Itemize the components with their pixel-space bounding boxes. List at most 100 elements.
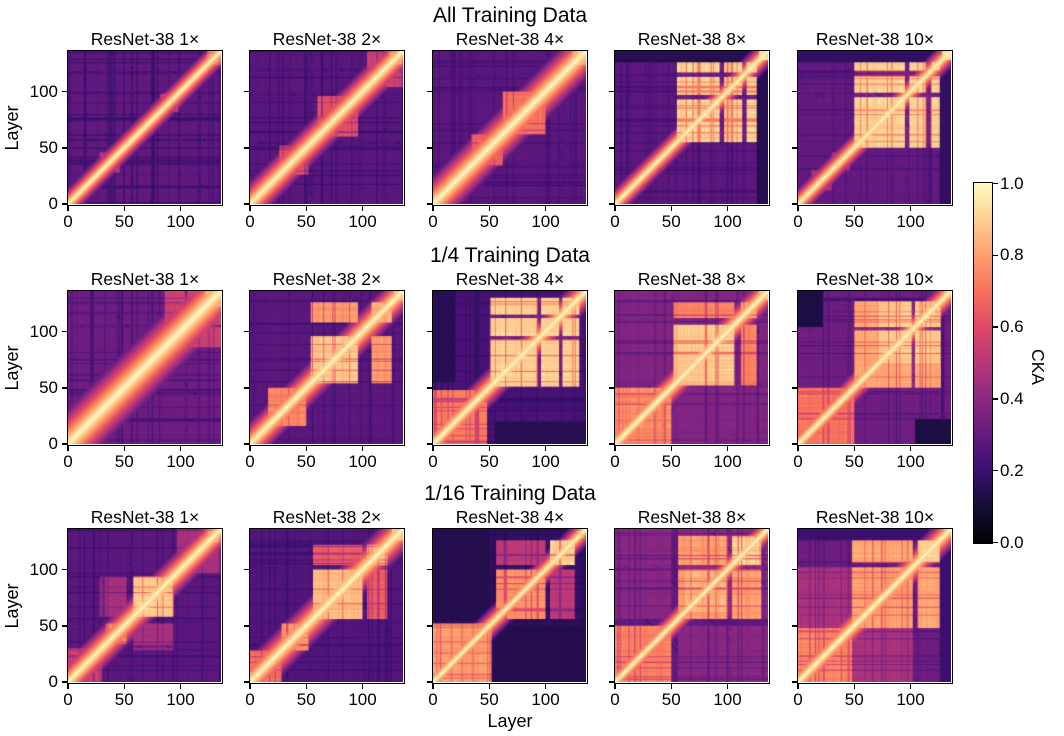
heatmap-canvas-r0c2 [433, 51, 586, 204]
panel-title-r2c1: ResNet-38 2× [272, 507, 382, 527]
x-tick-label: 50 [661, 452, 681, 471]
colorbar-tick-label: 1.0 [1000, 173, 1024, 193]
y-tick [243, 90, 249, 93]
y-tick [791, 568, 797, 571]
row-title-2: 1/16 Training Data [424, 482, 596, 505]
x-tick-label: 100 [348, 690, 377, 709]
x-tick-label: 0 [63, 212, 73, 231]
heatmap-canvas-r1c3 [615, 291, 768, 444]
y-tick [61, 387, 67, 389]
x-tick-label: 50 [296, 452, 316, 471]
panel-r2c4: 0 50 100 [791, 528, 953, 709]
panel-r2c2: 0 50 100 [426, 528, 588, 709]
heatmap-canvas-r2c3 [615, 529, 768, 682]
panel-title-r2c4: ResNet-38 10× [815, 507, 935, 527]
x-tick [432, 683, 434, 689]
x-tick-label: 0 [428, 212, 438, 231]
x-tick [797, 683, 799, 689]
y-tick [608, 568, 614, 571]
colorbar-tick [993, 182, 998, 185]
colorbar-tick-label: 0.8 [1000, 245, 1024, 265]
x-tick-label: 0 [245, 212, 255, 231]
x-tick [726, 445, 729, 451]
x-tick-label: 50 [114, 452, 134, 471]
x-tick-label: 100 [531, 690, 560, 709]
panel-r1c3: 0 50 100 [608, 290, 770, 471]
x-tick [797, 205, 799, 211]
x-tick [909, 683, 912, 689]
x-tick-label: 50 [844, 212, 864, 231]
y-tick [426, 568, 432, 571]
colorbar-tick-label: 0.6 [1000, 317, 1024, 337]
x-tick [544, 445, 547, 451]
x-tick-label: 50 [661, 212, 681, 231]
y-tick [791, 681, 797, 683]
y-tick [61, 568, 67, 571]
panel-title-r0c2: ResNet-38 4× [455, 29, 565, 49]
panel-r0c0: 0 50 100 0 50 100 [30, 50, 223, 231]
x-tick [853, 205, 855, 211]
panel-r2c0: 0 50 100 0 50 100 [30, 528, 223, 709]
x-tick-label: 100 [166, 690, 195, 709]
y-tick-label: 100 [29, 81, 58, 101]
x-tick [909, 205, 912, 211]
y-tick-label: 0 [48, 672, 58, 691]
x-tick [123, 445, 125, 451]
x-tick [67, 205, 69, 211]
panel-r2c3: 0 50 100 [608, 528, 770, 709]
colorbar-title: CKA [1028, 349, 1048, 385]
x-tick-label: 100 [531, 452, 560, 471]
y-tick [243, 203, 249, 205]
y-tick [243, 330, 249, 333]
x-tick [361, 683, 364, 689]
x-tick-label: 0 [610, 212, 620, 231]
x-tick-label: 50 [114, 212, 134, 231]
heatmap-canvas-r2c2 [433, 529, 586, 682]
x-axis-title: Layer [487, 711, 533, 731]
x-tick [670, 683, 672, 689]
y-tick [61, 625, 67, 627]
panel-r1c0: 0 50 100 0 50 100 [30, 290, 223, 471]
x-tick-label: 50 [479, 690, 499, 709]
x-tick [179, 205, 182, 211]
y-tick [426, 625, 432, 627]
x-tick-label: 100 [896, 690, 925, 709]
y-tick [61, 681, 67, 683]
x-tick-label: 50 [479, 212, 499, 231]
x-tick-label: 0 [793, 212, 803, 231]
x-tick-label: 100 [166, 452, 195, 471]
heatmap-canvas-r0c3 [615, 51, 768, 204]
y-tick [243, 568, 249, 571]
heatmap-canvas-r1c0 [68, 291, 221, 444]
heatmap-canvas-r1c2 [433, 291, 586, 444]
x-tick-label: 0 [428, 452, 438, 471]
x-tick [432, 205, 434, 211]
colorbar-tick-label: 0.4 [1000, 388, 1024, 408]
x-tick [123, 683, 125, 689]
y-tick [243, 147, 249, 149]
y-tick [61, 330, 67, 333]
x-tick-label: 0 [793, 452, 803, 471]
colorbar-tick [993, 326, 998, 328]
x-tick-label: 100 [713, 212, 742, 231]
y-tick [791, 203, 797, 205]
x-tick-label: 50 [844, 452, 864, 471]
y-tick [243, 625, 249, 627]
y-tick [791, 330, 797, 333]
x-tick [361, 205, 364, 211]
panel-r2c1: 0 50 100 [243, 528, 405, 709]
y-tick [426, 681, 432, 683]
x-tick [305, 683, 307, 689]
x-tick-label: 50 [844, 690, 864, 709]
x-tick [797, 445, 799, 451]
x-tick-label: 50 [296, 212, 316, 231]
x-tick [544, 683, 547, 689]
y-tick [426, 443, 432, 445]
x-tick-label: 0 [245, 452, 255, 471]
heatmap-canvas-r1c1 [250, 291, 403, 444]
y-tick [608, 330, 614, 333]
y-tick [243, 387, 249, 389]
y-tick [608, 443, 614, 445]
y-tick-label: 50 [39, 615, 58, 635]
